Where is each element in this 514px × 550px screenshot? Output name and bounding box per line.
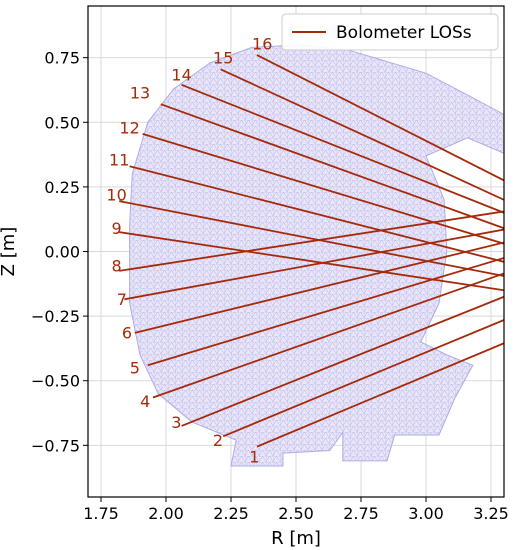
legend: Bolometer LOSs (281, 13, 499, 51)
los-line-9 (119, 231, 504, 292)
los-line-7 (124, 228, 504, 301)
x-tick-label: 2.00 (148, 504, 184, 523)
x-axis-title: R [m] (271, 528, 321, 549)
x-tick-label: 3.00 (408, 504, 444, 523)
los-label-1: 1 (249, 448, 259, 467)
x-tick-label: 2.75 (343, 504, 379, 523)
los-label-3: 3 (171, 413, 181, 432)
y-tick-label: 0.75 (44, 49, 80, 68)
y-ticks: −0.75 −0.50 −0.25 0.00 0.25 0.50 0.75 (31, 49, 88, 455)
los-line-8 (119, 210, 504, 272)
los-label-13: 13 (130, 83, 150, 102)
los-label-10: 10 (106, 185, 126, 204)
los-line-6 (134, 241, 504, 334)
legend-box (281, 13, 499, 51)
y-tick-label: −0.25 (31, 307, 80, 326)
y-tick-label: −0.50 (31, 372, 80, 391)
legend-entry: Bolometer LOSs (336, 23, 472, 43)
los-line-10 (119, 200, 504, 277)
los-line-2 (222, 319, 504, 438)
los-lines (119, 54, 504, 448)
los-line-5 (147, 257, 504, 367)
y-tick-label: 0.50 (44, 113, 80, 132)
x-ticks: 1.75 2.00 2.25 2.50 2.75 3.00 3.25 (83, 497, 509, 523)
x-tick-label: 2.25 (213, 504, 249, 523)
los-label-8: 8 (112, 257, 122, 276)
los-line-4 (152, 272, 504, 399)
los-label-15: 15 (213, 48, 233, 67)
los-line-3 (181, 295, 504, 427)
los-label-12: 12 (119, 118, 139, 137)
los-label-11: 11 (109, 151, 129, 170)
los-label-16: 16 (252, 34, 272, 53)
y-tick-label: 0.25 (44, 178, 80, 197)
x-tick-label: 1.75 (83, 504, 119, 523)
los-label-2: 2 (213, 431, 223, 450)
x-tick-label: 3.25 (473, 504, 509, 523)
los-line-1 (256, 342, 504, 448)
los-line-13 (160, 103, 504, 230)
los-line-15 (220, 68, 504, 201)
los-label-4: 4 (140, 392, 150, 411)
los-line-16 (256, 54, 504, 182)
los-line-14 (181, 83, 504, 214)
y-tick-label: −0.75 (31, 436, 80, 455)
los-label-9: 9 (112, 219, 122, 238)
y-tick-label: 0.00 (44, 243, 80, 262)
los-line-11 (129, 165, 504, 263)
x-tick-label: 2.50 (278, 504, 314, 523)
los-label-6: 6 (122, 324, 132, 343)
los-label-5: 5 (130, 359, 140, 378)
los-label-7: 7 (117, 290, 127, 309)
y-axis-title: Z [m] (0, 227, 19, 277)
los-line-12 (142, 133, 504, 245)
los-label-14: 14 (171, 65, 191, 84)
